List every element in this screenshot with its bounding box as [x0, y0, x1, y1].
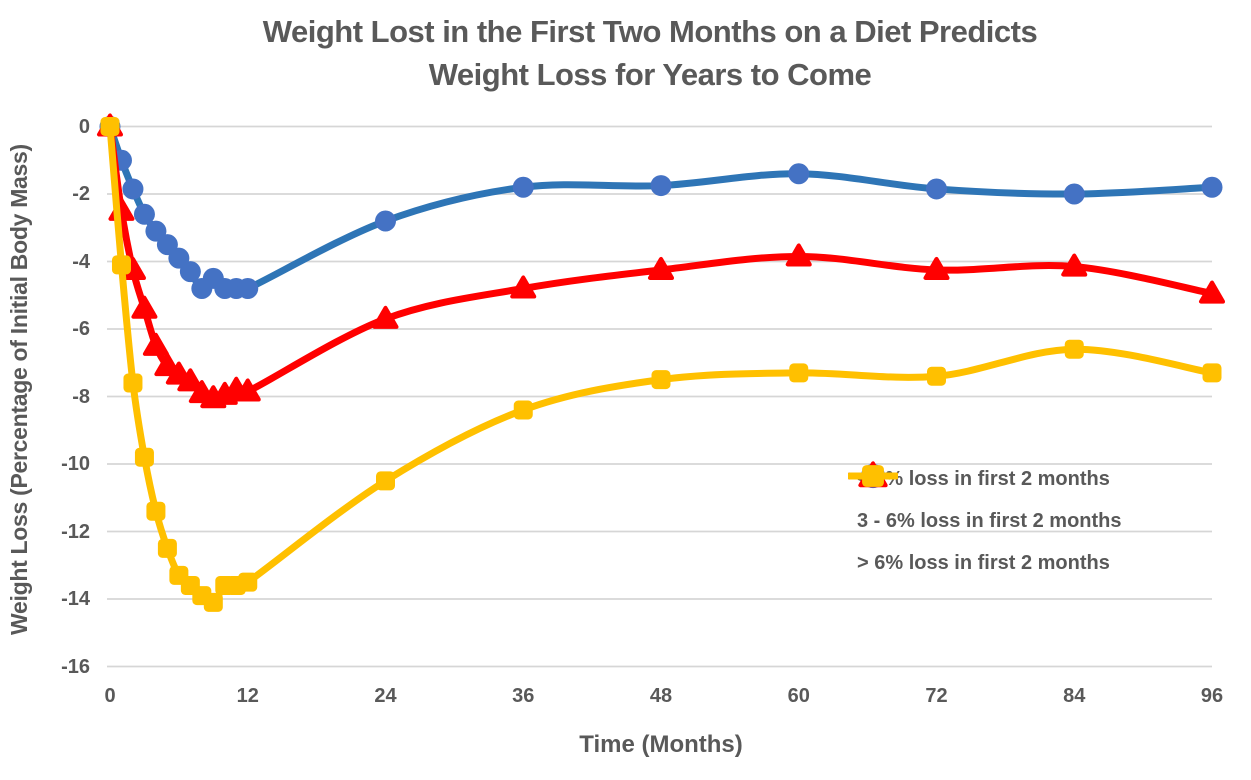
- data-point-marker: [122, 178, 144, 200]
- data-point-marker: [142, 332, 169, 356]
- x-tick-label: 96: [1200, 685, 1224, 707]
- y-tick-label: -4: [72, 250, 90, 273]
- x-tick-label: 12: [236, 685, 259, 707]
- x-tick-label: 84: [1063, 685, 1086, 707]
- data-point-marker: [376, 471, 395, 491]
- data-point-marker: [1061, 253, 1088, 277]
- data-point-marker: [789, 363, 809, 383]
- data-point-marker: [926, 178, 947, 200]
- y-tick-label: -16: [61, 655, 90, 678]
- data-point-marker: [651, 370, 671, 390]
- line-square-marker-icon: [848, 465, 898, 487]
- x-axis-title: Time (Months): [579, 731, 743, 758]
- chart-title-line-1: Weight Lost in the First Two Months on a…: [262, 14, 1038, 49]
- data-point-marker: [238, 572, 258, 592]
- data-point-marker: [650, 175, 672, 197]
- data-point-marker: [111, 255, 131, 275]
- x-tick-label: 72: [925, 685, 948, 707]
- data-point-marker: [375, 210, 396, 232]
- x-tick-label: 24: [374, 685, 397, 707]
- data-point-marker: [512, 176, 534, 198]
- data-point-marker: [179, 261, 201, 283]
- data-point-marker: [146, 501, 166, 521]
- legend-item-3-6pct: 3 - 6% loss in first 2 months: [848, 461, 1122, 539]
- legend: < 3% loss in first 2 months 3 - 6% loss …: [848, 461, 1122, 587]
- data-point-marker: [123, 373, 143, 393]
- data-point-marker: [1202, 363, 1222, 383]
- data-point-marker: [648, 256, 674, 280]
- data-point-marker: [513, 400, 533, 420]
- data-point-marker: [237, 278, 259, 299]
- y-tick-label: 0: [78, 115, 90, 138]
- x-tick-label: 60: [787, 685, 810, 707]
- data-point-marker: [177, 368, 204, 392]
- data-point-marker: [1063, 183, 1085, 205]
- series-2: [100, 117, 1222, 612]
- y-tick-label: -14: [61, 588, 90, 610]
- y-tick-label: -6: [72, 318, 90, 340]
- data-point-marker: [1201, 176, 1223, 198]
- data-point-marker: [157, 538, 177, 558]
- data-point-marker: [1199, 280, 1225, 304]
- legend-item-more-6pct: > 6% loss in first 2 months: [848, 465, 1122, 581]
- y-tick-label: -2: [72, 183, 90, 205]
- chart-title-line-2: Weight Loss for Years to Come: [428, 57, 872, 92]
- legend-label: > 6% loss in first 2 months: [857, 551, 1110, 574]
- y-tick-label: -8: [72, 385, 90, 408]
- data-point-marker: [203, 592, 223, 612]
- data-point-marker: [927, 366, 946, 386]
- x-tick-label: 36: [512, 685, 535, 707]
- data-point-marker: [372, 305, 399, 329]
- data-point-marker: [785, 243, 812, 267]
- legend-label: 3 - 6% loss in first 2 months: [857, 509, 1122, 532]
- y-tick-label: -10: [61, 453, 90, 475]
- data-point-marker: [234, 378, 261, 402]
- x-tick-label: 0: [104, 685, 116, 707]
- data-point-marker: [788, 163, 810, 185]
- x-tick-label: 48: [649, 685, 673, 707]
- data-point-marker: [100, 117, 120, 136]
- data-point-marker: [510, 275, 537, 299]
- data-point-marker: [154, 353, 181, 377]
- data-point-marker: [862, 465, 884, 487]
- data-point-marker: [923, 256, 950, 280]
- data-point-marker: [134, 447, 154, 467]
- data-point-marker: [1064, 339, 1084, 359]
- legend-label: < 3% loss in first 2 months: [857, 467, 1110, 490]
- y-tick-label: -12: [61, 520, 90, 543]
- data-point-marker: [131, 295, 158, 319]
- data-point-marker: [133, 203, 155, 225]
